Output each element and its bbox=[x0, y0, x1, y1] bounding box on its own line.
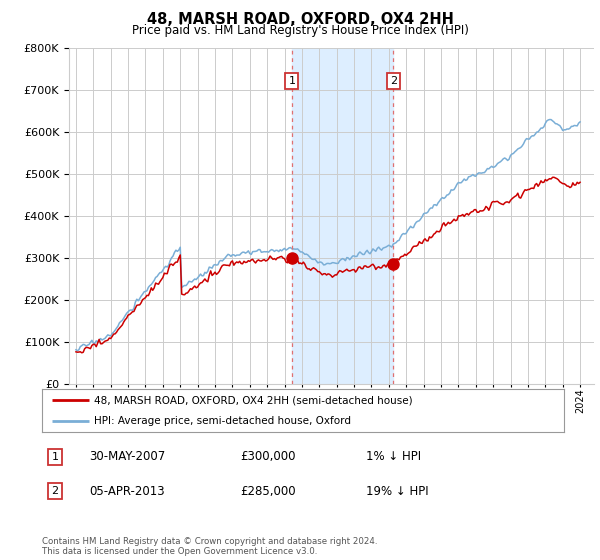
Text: Price paid vs. HM Land Registry's House Price Index (HPI): Price paid vs. HM Land Registry's House … bbox=[131, 24, 469, 37]
Text: £300,000: £300,000 bbox=[241, 450, 296, 463]
Text: 2: 2 bbox=[52, 486, 59, 496]
Text: 48, MARSH ROAD, OXFORD, OX4 2HH (semi-detached house): 48, MARSH ROAD, OXFORD, OX4 2HH (semi-de… bbox=[94, 395, 413, 405]
Text: 30-MAY-2007: 30-MAY-2007 bbox=[89, 450, 165, 463]
Text: HPI: Average price, semi-detached house, Oxford: HPI: Average price, semi-detached house,… bbox=[94, 416, 351, 426]
Text: 05-APR-2013: 05-APR-2013 bbox=[89, 485, 164, 498]
Text: 1% ↓ HPI: 1% ↓ HPI bbox=[365, 450, 421, 463]
Text: 48, MARSH ROAD, OXFORD, OX4 2HH: 48, MARSH ROAD, OXFORD, OX4 2HH bbox=[146, 12, 454, 27]
Text: £285,000: £285,000 bbox=[241, 485, 296, 498]
Text: 19% ↓ HPI: 19% ↓ HPI bbox=[365, 485, 428, 498]
Text: 1: 1 bbox=[289, 76, 295, 86]
Text: 2: 2 bbox=[389, 76, 397, 86]
Text: 1: 1 bbox=[52, 452, 59, 462]
Text: Contains HM Land Registry data © Crown copyright and database right 2024.
This d: Contains HM Land Registry data © Crown c… bbox=[42, 536, 377, 556]
Bar bbox=[292, 48, 393, 384]
